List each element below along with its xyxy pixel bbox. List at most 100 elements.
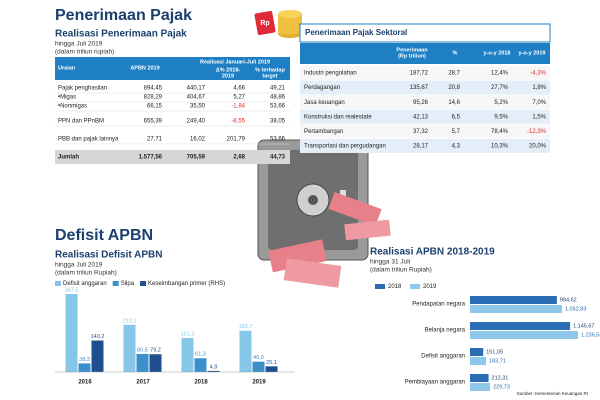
table-cell: 10,3%: [491, 144, 509, 150]
legend-swatch: [140, 281, 147, 286]
legend-label: 2018: [388, 284, 402, 290]
bar: [470, 296, 557, 304]
table-cell: 49,21: [270, 86, 286, 92]
column-header: y-o-y 2018: [484, 50, 511, 56]
y-tick-label: Defisit anggaran: [421, 354, 465, 360]
column-header: Δ% 2018-: [216, 67, 241, 73]
sector-header-bg: [300, 43, 550, 64]
table-cell: -4,3%: [530, 71, 546, 77]
bar: [149, 354, 162, 372]
column-header: y-o-y 2019: [519, 50, 546, 56]
table-cell: 5,2%: [494, 100, 508, 106]
table-cell: 20,8: [448, 85, 460, 91]
table-cell: 705,59: [187, 155, 206, 161]
table-cell: 5,7: [452, 129, 461, 135]
bar: [470, 374, 489, 382]
column-header: (Rp triliun): [398, 53, 426, 59]
table-cell: 404,67: [187, 95, 206, 101]
page-title: Penerimaan Pajak: [55, 7, 192, 24]
table-cell: Jasa keuangan: [304, 100, 345, 106]
bar: [252, 361, 265, 372]
legend-swatch: [55, 281, 61, 286]
column-header: %: [453, 50, 458, 56]
table-cell: 12,4%: [491, 71, 509, 77]
bar: [470, 383, 491, 391]
value-label: 151,3: [181, 331, 195, 337]
value-label: 151,05: [486, 349, 503, 355]
bar: [470, 322, 571, 330]
total-row-bg: [55, 150, 290, 164]
money-illustration: [268, 191, 391, 288]
table-cell: 14,6: [448, 100, 460, 106]
bar: [265, 366, 278, 372]
bar: [239, 330, 252, 372]
chart-subtitle: hingga Juli 2019: [55, 262, 103, 269]
bar: [91, 340, 104, 372]
row-bg: [300, 80, 550, 95]
table-cell: Konstruksi dan realestate: [304, 114, 372, 120]
table-cell: 440,17: [187, 86, 206, 92]
table-cell: 135,67: [410, 85, 429, 91]
table-cell: 95,26: [413, 100, 429, 106]
bar: [65, 294, 78, 372]
chart-title: Realisasi Defisit APBN: [55, 250, 162, 261]
source: Sumber: Kementerian Keuangan RI: [517, 391, 588, 396]
table-cell: -8,55: [231, 119, 245, 125]
x-tick-label: 2018: [194, 380, 208, 386]
table-cell: 2,68: [233, 155, 245, 161]
x-tick-label: 2017: [136, 380, 150, 386]
column-header: target: [262, 73, 277, 79]
table-cell: 7,0%: [532, 100, 546, 106]
bar: [470, 357, 487, 365]
value-label: 4,9: [210, 364, 218, 370]
value-label: 61,3: [195, 352, 206, 358]
value-label: 229,73: [493, 384, 510, 390]
value-label: 1.236,54: [581, 332, 600, 338]
table-cell: 27,7%: [491, 85, 509, 91]
x-tick-label: 2016: [78, 380, 92, 386]
legend-label: 2019: [423, 284, 437, 290]
bar: [470, 348, 484, 356]
table-unit: (dalam triliun rupiah): [55, 49, 114, 56]
table-cell: Industri pengolahan: [304, 71, 357, 77]
chart-unit: (dalam triliun Rupiah): [370, 267, 432, 274]
column-header: APBN 2019: [130, 65, 159, 71]
table-cell: 28,17: [413, 144, 429, 150]
bar: [136, 353, 149, 372]
table-cell: 4,3: [452, 144, 461, 150]
coin-label: Rp: [260, 20, 269, 27]
bar: [470, 331, 578, 339]
table-cell: Pertambangan: [304, 129, 343, 135]
value-label: 46,0: [253, 355, 264, 361]
table-cell: 44,73: [270, 155, 286, 161]
table-cell: 187,72: [410, 71, 429, 77]
table-cell: 894,45: [144, 86, 163, 92]
table-cell: Perdagangan: [304, 85, 340, 91]
table-cell: 37,32: [413, 129, 429, 135]
table-cell: 6,5: [452, 114, 461, 120]
table-cell: PPN dan PPnBM: [58, 119, 104, 125]
table-title: Realisasi Penerimaan Pajak: [55, 29, 187, 40]
y-tick-label: Pendapatan negara: [412, 302, 465, 308]
table-cell: Pajak penghasilan: [58, 86, 107, 92]
table-cell: Jumlah: [58, 155, 79, 161]
section-title: Defisit APBN: [55, 227, 153, 244]
table-cell: 1,5%: [532, 114, 546, 120]
bar: [123, 324, 136, 372]
table-cell: 53,66: [270, 137, 286, 143]
table-cell: 16,02: [190, 137, 206, 143]
table-cell: 1,8%: [532, 85, 546, 91]
group-header: Realisasi Januari-Juli 2019: [200, 59, 270, 65]
table-subtitle: hingga Juli 2019: [55, 41, 103, 48]
coins-illustration: Rp: [254, 10, 302, 38]
table-cell: 4,66: [233, 86, 245, 92]
row-bg: [300, 95, 550, 110]
table-cell: 78,4%: [491, 129, 509, 135]
table-cell: PBB dan pajak lainnya: [58, 137, 119, 143]
table-cell: -1,84: [231, 104, 245, 110]
legend-label: Silpa: [121, 281, 135, 287]
table-cell: 66,15: [147, 104, 163, 110]
chart-subtitle: hingga 31 Juli: [370, 259, 410, 266]
value-label: 994,62: [560, 297, 577, 303]
table-cell: 5,27: [233, 95, 245, 101]
